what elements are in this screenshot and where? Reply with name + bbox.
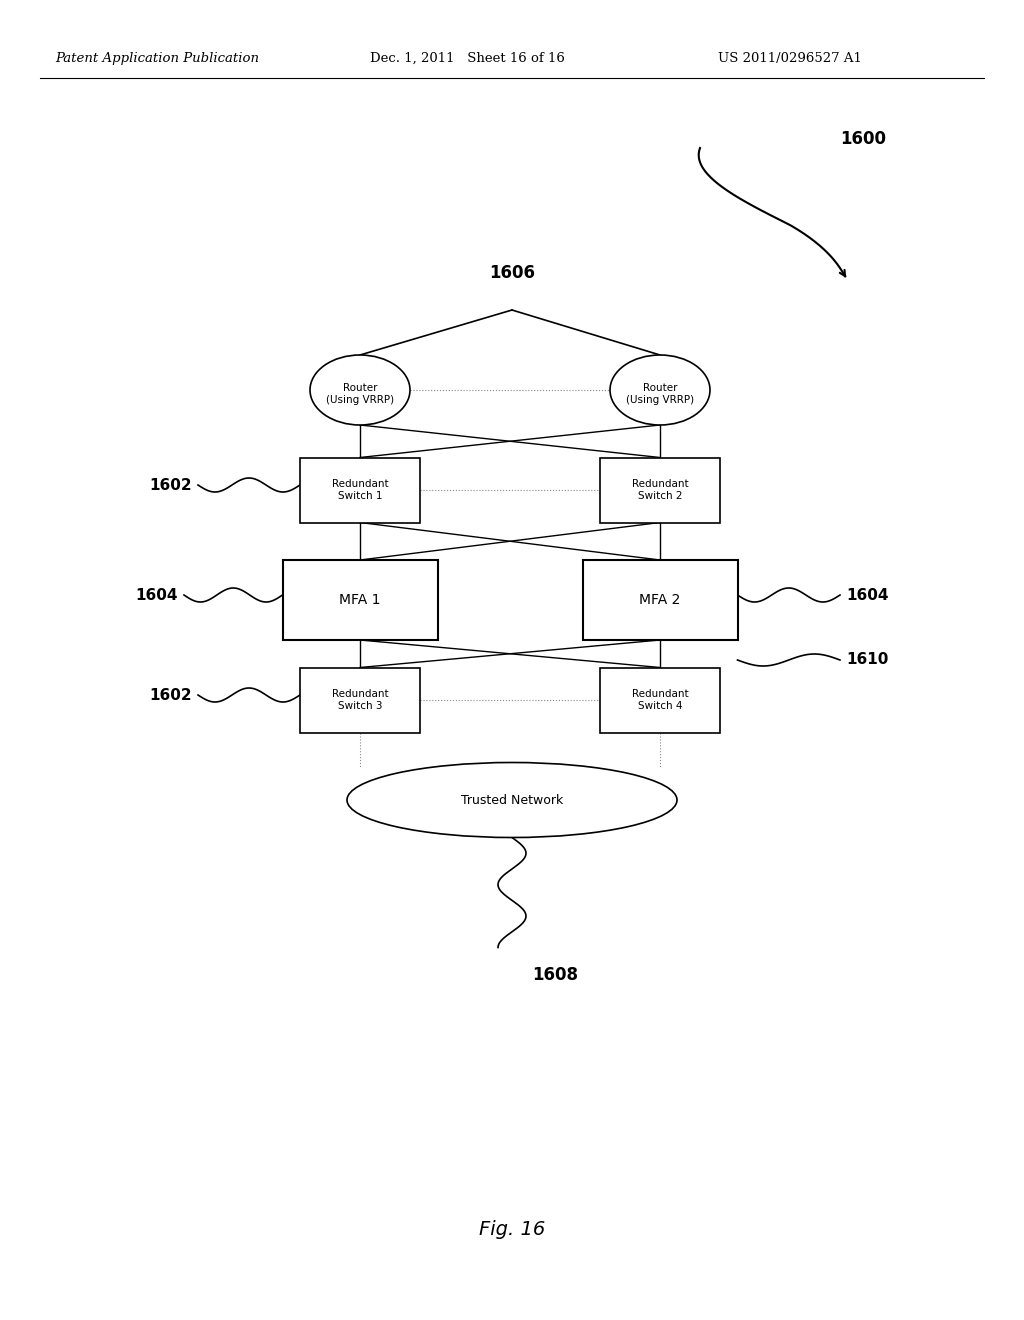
Text: Dec. 1, 2011   Sheet 16 of 16: Dec. 1, 2011 Sheet 16 of 16	[370, 51, 565, 65]
Text: Redundant
Switch 2: Redundant Switch 2	[632, 479, 688, 502]
Text: 1608: 1608	[532, 965, 578, 983]
Text: Trusted Network: Trusted Network	[461, 793, 563, 807]
Text: US 2011/0296527 A1: US 2011/0296527 A1	[718, 51, 862, 65]
Ellipse shape	[347, 763, 677, 837]
Text: Patent Application Publication: Patent Application Publication	[55, 51, 259, 65]
Text: 1600: 1600	[840, 129, 886, 148]
Text: Redundant
Switch 3: Redundant Switch 3	[332, 689, 388, 711]
Text: Redundant
Switch 1: Redundant Switch 1	[332, 479, 388, 502]
FancyBboxPatch shape	[300, 458, 420, 523]
FancyBboxPatch shape	[283, 560, 437, 640]
Text: 1604: 1604	[846, 587, 889, 602]
Text: Router
(Using VRRP): Router (Using VRRP)	[626, 383, 694, 405]
Ellipse shape	[310, 355, 410, 425]
Text: 1602: 1602	[150, 478, 193, 492]
FancyBboxPatch shape	[583, 560, 737, 640]
Text: 1602: 1602	[150, 688, 193, 702]
Text: 1606: 1606	[489, 264, 535, 282]
Text: MFA 1: MFA 1	[339, 593, 381, 607]
Ellipse shape	[610, 355, 710, 425]
Text: Fig. 16: Fig. 16	[479, 1220, 545, 1239]
Text: 1604: 1604	[135, 587, 178, 602]
FancyBboxPatch shape	[600, 458, 720, 523]
Text: MFA 2: MFA 2	[639, 593, 681, 607]
FancyBboxPatch shape	[300, 668, 420, 733]
Text: Router
(Using VRRP): Router (Using VRRP)	[326, 383, 394, 405]
FancyBboxPatch shape	[600, 668, 720, 733]
Text: Redundant
Switch 4: Redundant Switch 4	[632, 689, 688, 711]
Text: 1610: 1610	[846, 652, 889, 668]
